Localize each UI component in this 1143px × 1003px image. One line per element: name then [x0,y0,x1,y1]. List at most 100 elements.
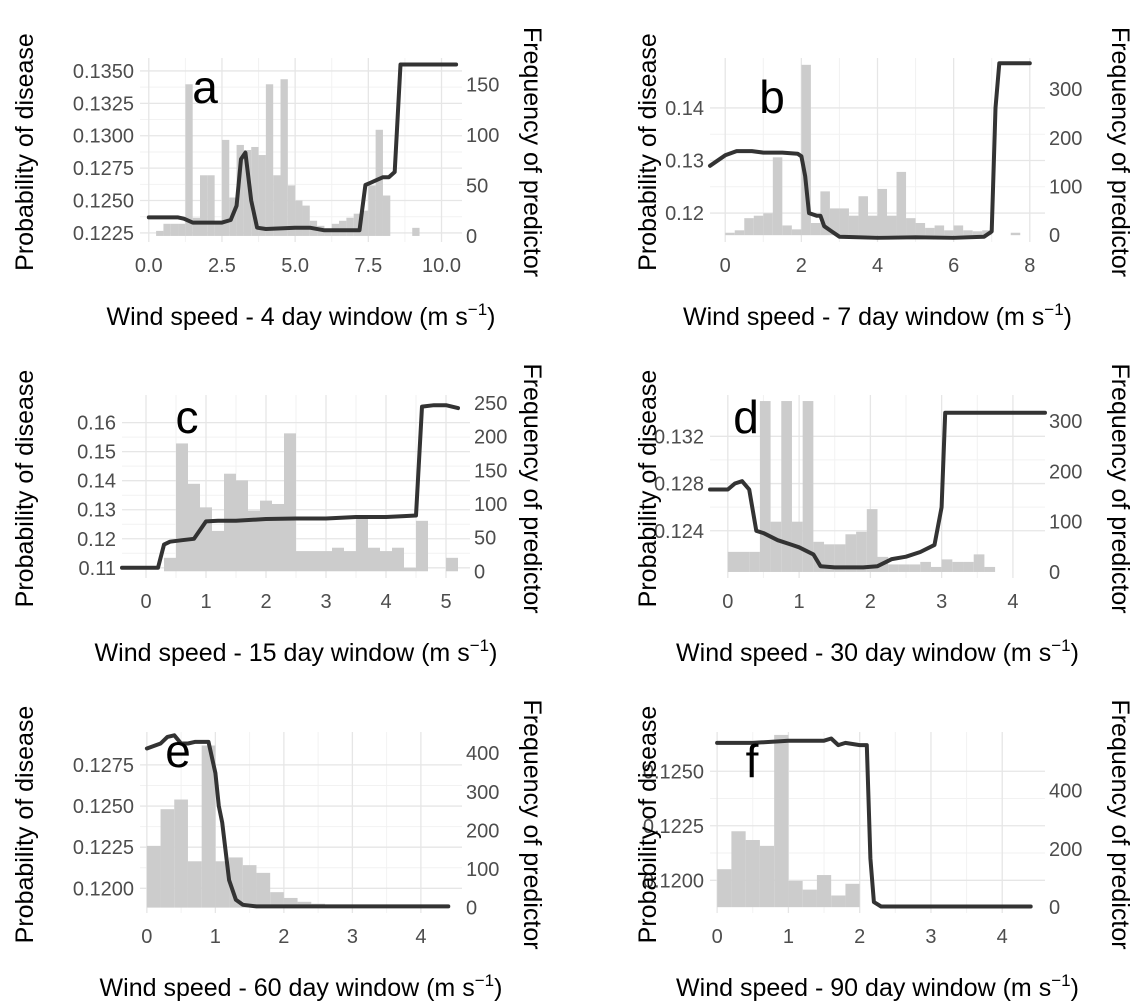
histogram-bar [308,551,320,572]
histogram-bar [382,195,391,236]
x-tick-label: 3 [320,591,331,613]
x-axis-title: Wind speed - 30 day window (m s−1) [676,636,1079,667]
panel-letter: e [165,725,191,777]
histogram-bar [320,551,332,572]
histogram-bar [201,745,216,908]
x-tick-label: 10.0 [422,255,461,277]
y-left-tick-label: 0.132 [654,426,704,448]
y-left-tick-label: 0.1325 [73,93,134,115]
y-left-axis-title: Probability of disease [634,33,662,271]
y-right-axis-title: Frequency of predictor [518,699,546,949]
y-right-tick-label: 400 [466,743,499,765]
histogram-bar [346,217,354,236]
x-axis-title: Wind speed - 60 day window (m s−1) [100,971,503,1002]
y-right-tick-label: 100 [1049,512,1082,534]
histogram-bar [896,171,907,236]
y-left-tick-label: 0.12 [665,203,704,225]
histogram-d [727,401,996,572]
histogram-bar [802,889,817,908]
y-right-tick-label: 300 [1049,411,1082,433]
histogram-bar [839,208,849,236]
histogram-bar [810,223,821,236]
y-right-tick-label: 150 [474,460,507,482]
y-left-tick-label: 0.1200 [643,870,704,892]
x-axis-title: Wind speed - 90 day window (m s−1) [676,971,1079,1002]
histogram-bar [265,84,274,236]
histogram-bar [273,175,281,236]
y-left-tick-label: 0.1200 [73,878,134,900]
histogram-bar [163,223,171,236]
histogram-bar [174,799,188,908]
x-tick-label: 2.5 [208,255,236,277]
panel-a: 0.0 2.5 5.0 7.5 10.0 0.1225 0.1250 0.1275 0.1300… [11,27,546,331]
y-right-tick-label: 150 [466,74,499,96]
x-axis-title: Wind speed - 4 day window (m s−1) [107,300,496,331]
histogram-bar [185,84,193,236]
probability-line-a [146,62,459,233]
x-axis-title: Wind speed - 7 day window (m s−1) [683,300,1072,331]
histogram-bar [952,561,964,572]
x-tick-label: 0 [712,926,723,948]
histogram-bar [906,218,916,236]
histogram-bar [934,225,945,236]
panel-letter: b [759,71,785,123]
y-right-tick-label: 0 [466,898,477,920]
histogram-bar [215,861,230,908]
histogram-bar [858,196,868,236]
histogram-bar [214,223,222,236]
x-tick-label: 3 [347,926,358,948]
histogram-bar [953,225,964,236]
histogram-bar [963,561,974,572]
histogram-bar [915,223,926,236]
y-right-axis-title: Frequency of predictor [1106,363,1134,613]
y-left-tick-label: 0.1275 [73,158,134,180]
y-left-tick-label: 0.1225 [73,837,134,859]
histogram-bar [972,231,983,236]
y-left-tick-label: 0.16 [77,413,116,435]
histogram-bar [412,227,420,236]
y-right-tick-label: 200 [474,427,507,449]
histogram-bar [368,185,376,236]
y-left-tick-label: 0.13 [77,500,116,522]
y-right-tick-label: 200 [466,820,499,842]
x-tick-label: 1 [210,926,221,948]
x-tick-label: 3 [925,926,936,948]
histogram-bar [260,500,272,572]
histogram-bar [283,897,298,908]
histogram-bar [332,547,344,572]
x-tick-label: 2 [796,255,807,277]
histogram-bar [749,551,760,572]
histogram-bar [816,875,832,908]
probability-line-c [120,403,460,570]
y-left-tick-label: 0.124 [654,521,704,543]
x-tick-label: 4 [415,926,426,948]
histogram-bar [212,530,224,572]
histogram-bar [221,139,230,236]
histogram-bar [774,734,789,908]
y-left-tick-label: 0.1350 [73,61,134,83]
histogram-bar [877,188,888,236]
histogram-bar [717,869,732,908]
y-right-axis-title: Frequency of predictor [1106,27,1134,277]
histogram-bar [375,129,383,236]
histogram-bar [727,551,739,572]
histogram-bar [745,840,760,908]
y-right-tick-label: 250 [474,393,507,415]
histogram-bar [824,544,835,572]
x-tick-label: 4 [1007,591,1018,613]
histogram-bar [256,872,271,908]
histogram-bar [791,229,802,236]
y-right-tick-label: 200 [1049,461,1082,483]
panel-letter: d [733,391,759,443]
histogram-bar [984,566,996,572]
y-left-tick-label: 0.1225 [73,223,134,245]
x-tick-label: 5 [440,591,451,613]
y-right-tick-label: 0 [1049,562,1060,584]
histogram-bar [744,218,754,236]
y-right-tick-label: 50 [466,175,488,197]
histogram-bar [763,213,773,236]
panel-e: 0 1 2 3 4 0.1200 0.1225 0.1250 0.1275 0 100 200 300 4… [11,699,546,1002]
y-right-tick-label: 100 [1049,177,1082,199]
histogram-bar [344,551,356,572]
